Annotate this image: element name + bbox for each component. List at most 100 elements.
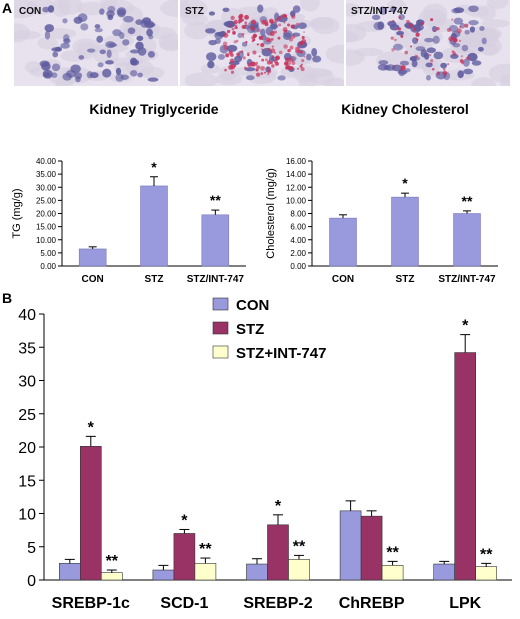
y-axis-label: TG (mg/g) — [11, 188, 23, 238]
y-tick-label: 30.00 — [36, 183, 57, 192]
lipid-droplet — [289, 45, 294, 50]
lipid-droplet — [301, 35, 305, 40]
tissue-texture — [180, 0, 208, 19]
cell-nucleus — [63, 34, 70, 42]
cell-nucleus — [440, 62, 448, 69]
lipid-droplet — [287, 23, 291, 27]
lipid-droplet — [243, 66, 247, 70]
tissue-texture — [60, 50, 88, 62]
cell-nucleus — [146, 28, 153, 37]
y-tick-label: 6.00 — [290, 223, 306, 232]
lipid-droplet — [430, 18, 434, 22]
lipid-droplet — [266, 60, 272, 65]
lipid-droplet — [240, 50, 244, 54]
lipid-droplet — [271, 64, 275, 68]
lipid-droplet — [232, 31, 236, 35]
cell-nucleus — [105, 41, 116, 49]
lipid-droplet — [303, 31, 305, 33]
cell-nucleus — [432, 35, 440, 44]
tissue-texture — [139, 66, 165, 79]
lipid-droplet — [255, 68, 259, 72]
tissue-texture — [480, 44, 499, 56]
y-tick-label: 14.00 — [286, 170, 307, 179]
y-tick-label: 4.00 — [290, 236, 306, 245]
lipid-droplet — [258, 35, 263, 40]
lipid-droplet — [250, 25, 255, 31]
lipid-droplet — [260, 72, 264, 75]
significance-marker: * — [275, 498, 282, 515]
cell-nucleus — [468, 19, 479, 26]
lipid-droplet — [231, 27, 235, 31]
gene-expression-chart: 0510152025303540***SREBP-1c***SCD-1***SR… — [18, 297, 512, 612]
lipid-droplet — [283, 44, 288, 49]
significance-marker: ** — [210, 192, 221, 208]
cell-nucleus — [105, 60, 114, 65]
cell-nucleus — [147, 50, 155, 58]
significance-marker: * — [181, 512, 188, 529]
lipid-droplet — [264, 71, 267, 74]
cell-nucleus — [378, 6, 388, 15]
lipid-droplet — [284, 61, 289, 66]
cell-nucleus — [51, 47, 62, 52]
cell-nucleus — [62, 72, 73, 81]
cell-nucleus — [431, 25, 438, 33]
bar-stz — [360, 515, 383, 581]
tissue-texture — [346, 3, 361, 17]
cell-nucleus — [469, 26, 476, 33]
lipid-droplet — [391, 48, 395, 52]
lipid-droplet — [420, 22, 424, 26]
cell-nucleus — [123, 15, 134, 23]
lipid-droplet — [275, 55, 280, 61]
cell-nucleus — [404, 68, 411, 73]
cell-nucleus — [127, 27, 136, 35]
tissue-texture — [353, 47, 384, 57]
lipid-droplet — [430, 59, 434, 63]
lipid-droplet — [244, 14, 249, 20]
lipid-droplet — [266, 69, 272, 74]
lipid-droplet — [442, 70, 448, 76]
cell-nucleus — [52, 51, 59, 58]
y-tick-label: 0.00 — [40, 262, 56, 271]
lipid-droplet — [278, 16, 282, 20]
lipid-droplet — [256, 43, 259, 46]
micrograph-stz-int-label: STZ/INT-747 — [351, 6, 409, 17]
cell-nucleus — [396, 31, 405, 36]
cell-nucleus — [464, 29, 470, 35]
cell-nucleus — [117, 9, 126, 18]
cell-nucleus — [78, 55, 85, 60]
tissue-texture — [325, 44, 344, 64]
cell-nucleus — [102, 68, 112, 78]
bar-con — [58, 563, 81, 581]
x-tick-label: CON — [332, 274, 354, 285]
lipid-droplet — [296, 22, 299, 26]
lipid-droplet — [431, 67, 435, 71]
tissue-texture — [346, 31, 359, 43]
bar-stz — [80, 446, 102, 581]
lipid-droplet — [265, 37, 271, 43]
lipid-droplet — [260, 42, 265, 48]
chart-title: Kidney Triglyceride — [89, 101, 218, 117]
bar-stz-int-747 — [101, 572, 123, 581]
lipid-droplet — [458, 39, 462, 42]
cell-nucleus — [97, 62, 104, 68]
cell-nucleus — [80, 23, 89, 31]
lipid-droplet — [464, 23, 469, 28]
lipid-droplet — [301, 59, 305, 63]
lipid-droplet — [227, 29, 231, 34]
lipid-droplet — [256, 65, 261, 70]
x-tick-label: LPK — [449, 595, 481, 612]
lipid-droplet — [247, 62, 253, 68]
y-tick-label: 8.00 — [290, 210, 306, 219]
y-tick-label: 35.00 — [36, 170, 57, 179]
lipid-droplet — [271, 55, 275, 58]
cell-nucleus — [115, 73, 124, 82]
bar-stz-int-747 — [453, 213, 481, 267]
lipid-droplet — [414, 54, 418, 59]
cell-nucleus — [244, 67, 256, 72]
lipid-droplet — [447, 63, 450, 66]
tissue-texture — [184, 21, 210, 40]
tissue-texture — [51, 0, 71, 18]
lipid-droplet — [413, 28, 417, 32]
lipid-droplet — [436, 71, 441, 76]
lipid-droplet — [299, 41, 304, 46]
